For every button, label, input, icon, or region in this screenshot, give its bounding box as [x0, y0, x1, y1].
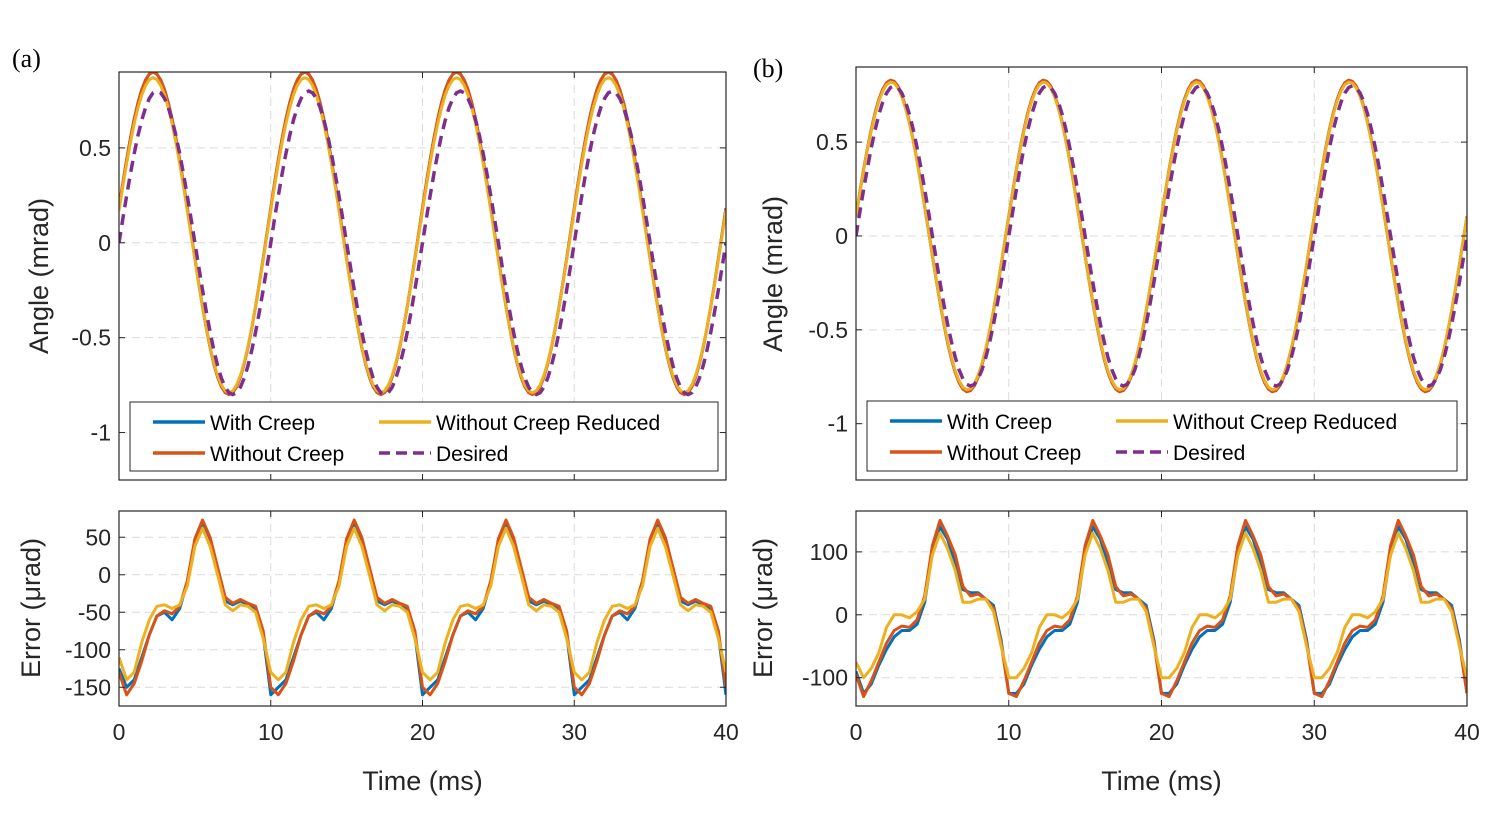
series-without-creep-reduced: [856, 531, 1467, 680]
series-without-creep: [856, 518, 1467, 699]
y-tick-label: 0.5: [79, 135, 111, 161]
series-lines: [119, 518, 726, 697]
x-tick-label: 10: [258, 719, 284, 745]
series-lines: [856, 78, 1467, 394]
y-tick-label: 0: [98, 562, 111, 588]
x-tick-label: 20: [410, 719, 436, 745]
x-tick-label: 30: [561, 719, 587, 745]
y-tick-label: 50: [85, 524, 111, 550]
x-tick-label: 0: [850, 719, 863, 745]
legend-label-without-creep: Without Creep: [947, 442, 1081, 465]
legend-label-without-creep-reduced: Without Creep Reduced: [436, 412, 660, 435]
y-tick-label: 0: [835, 602, 848, 628]
legend: With Creep Without Creep Without Creep Red…: [129, 401, 719, 472]
series-without-creep-reduced: [119, 526, 726, 682]
subplot-2: 0 10 20 30 40 50 0 -50 -100 -150 Error (μrad) Time …: [16, 510, 739, 796]
series-without-creep-reduced: [856, 80, 1467, 392]
subplot-3: 0.5 0 -0.5 -1 Angle (mrad) With Creep Without …: [758, 66, 1468, 481]
y-tick-label: -1: [828, 411, 848, 437]
legend-label-with-creep: With Creep: [210, 412, 315, 435]
y-tick-label: -50: [78, 599, 111, 625]
y-tick-label: 100: [810, 539, 848, 565]
x-tick-label: 40: [1454, 719, 1480, 745]
y-tick-label: -0.5: [71, 325, 111, 351]
legend-label-with-creep: With Creep: [947, 411, 1052, 434]
y-tick-label: -100: [802, 665, 848, 691]
legend-label-without-creep: Without Creep: [210, 443, 344, 466]
y-tick-label: -1: [91, 420, 111, 446]
series-lines: [856, 518, 1467, 699]
y-axis-label: Angle (mrad): [758, 196, 788, 352]
y-axis-label: Angle (mrad): [24, 198, 54, 354]
panel-a-label: (a): [12, 44, 41, 73]
plot-panels: 0.5 0 -0.5 -1 Angle (mrad) With Creep Without …: [16, 66, 1480, 796]
x-axis-label: Time (ms): [1101, 766, 1221, 796]
y-tick-label: 0.5: [816, 129, 848, 155]
x-tick-label: 30: [1301, 719, 1327, 745]
x-tick-label: 0: [113, 719, 126, 745]
subplot-4: 0 10 20 30 40 100 0 -100 Error (μrad) Time (ms): [748, 510, 1480, 796]
legend-label-desired: Desired: [436, 443, 508, 466]
legend-box: [866, 400, 1458, 472]
y-tick-label: -0.5: [808, 317, 848, 343]
series-lines: [119, 72, 726, 397]
legend-box: [129, 401, 719, 472]
panel-b-label: (b): [753, 54, 783, 83]
y-tick-label: 0: [98, 230, 111, 256]
legend: With Creep Without Creep Without Creep Red…: [866, 400, 1458, 472]
legend-label-without-creep-reduced: Without Creep Reduced: [1173, 411, 1397, 434]
series-without-creep: [119, 518, 726, 697]
series-desired: [856, 83, 1467, 389]
legend-label-desired: Desired: [1173, 442, 1245, 465]
subplot-1: 0.5 0 -0.5 -1 Angle (mrad) With Creep Without …: [24, 71, 727, 481]
y-tick-label: -100: [65, 637, 111, 663]
x-tick-label: 20: [1149, 719, 1175, 745]
x-tick-label: 40: [713, 719, 739, 745]
x-tick-label: 10: [996, 719, 1022, 745]
y-axis-label: Error (μrad): [16, 538, 46, 678]
x-axis-label: Time (ms): [362, 766, 482, 796]
y-tick-label: -150: [65, 674, 111, 700]
series-desired: [119, 89, 726, 397]
y-tick-label: 0: [835, 223, 848, 249]
y-axis-label: Error (μrad): [748, 538, 778, 678]
